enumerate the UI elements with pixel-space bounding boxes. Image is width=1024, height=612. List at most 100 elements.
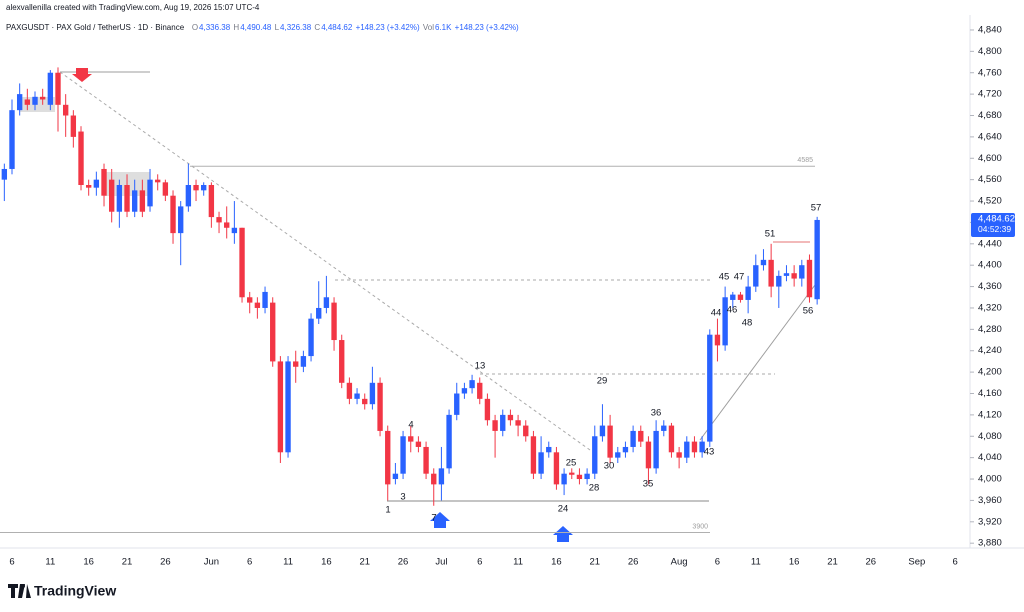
ohlc-key: C	[314, 23, 321, 32]
brand: TradingView	[34, 583, 116, 599]
candle-body	[423, 446, 429, 474]
x-tick-label: 6	[9, 557, 14, 568]
candle-body	[362, 398, 368, 405]
y-tick-label: 4,360	[978, 281, 1002, 292]
y-tick-label: 4,160	[978, 388, 1002, 399]
candle-body	[316, 307, 322, 319]
candle-body	[553, 452, 560, 485]
x-tick-label: 26	[628, 557, 639, 568]
y-tick-label: 4,400	[978, 260, 1002, 271]
candle-body	[760, 259, 767, 266]
down-arrow	[72, 68, 92, 82]
ohlc-value: 4,336.38	[199, 23, 231, 32]
wave-label: 56	[803, 306, 814, 317]
candle-body	[615, 452, 621, 458]
change: +148.23 (+3.42%)	[355, 23, 420, 32]
candle-body	[369, 382, 376, 405]
ohlc-key: O	[191, 23, 199, 32]
y-tick-label: 4,200	[978, 367, 1002, 378]
candle-body	[415, 441, 422, 447]
candle-body	[231, 227, 238, 234]
candle-body	[354, 393, 360, 399]
wave-label: 47	[734, 272, 745, 283]
y-tick-label: 4,520	[978, 196, 1002, 207]
y-tick-label: 4,560	[978, 174, 1002, 185]
candle-body	[208, 185, 215, 218]
y-tick-label: 4,120	[978, 409, 1002, 420]
x-tick-label: 11	[513, 557, 523, 568]
brand-logo	[8, 584, 31, 598]
x-tick-label: 16	[83, 557, 94, 568]
candle-body	[753, 265, 759, 287]
credit: alexvallenilla created with TradingView.…	[6, 3, 260, 12]
wave-label: 57	[811, 203, 822, 214]
wave-label: 35	[643, 479, 654, 490]
candle-body	[408, 436, 414, 442]
y-tick-label: 3,920	[978, 516, 1002, 527]
candle-body	[599, 425, 606, 437]
wave-label: 7	[431, 513, 436, 524]
candle-body	[523, 425, 529, 437]
wave-label: 4	[408, 420, 413, 431]
y-tick-label: 4,080	[978, 431, 1002, 442]
ohlc-key: L	[274, 23, 280, 32]
x-tick-label: 11	[45, 557, 55, 568]
candle-body	[477, 382, 483, 399]
legend: PAXGUSDT · PAX Gold / TetherUS · 1D · Bi…	[6, 23, 520, 32]
candle-body	[124, 185, 130, 212]
candle-body	[400, 436, 406, 474]
x-tick-label: 16	[551, 557, 562, 568]
countdown: 04:52:39	[978, 224, 1011, 234]
candle-body	[101, 168, 107, 196]
candle-body	[446, 414, 452, 469]
candle-body	[607, 425, 613, 458]
y-tick-label: 4,440	[978, 238, 1002, 249]
ohlc-value: 4,326.38	[280, 23, 312, 32]
last-price-tag	[971, 212, 1015, 237]
wave-label: 24	[558, 504, 569, 515]
candle-body	[668, 425, 675, 453]
candle-body	[308, 318, 314, 357]
candle-body	[783, 273, 790, 276]
candle-body	[147, 179, 153, 207]
candle-body	[791, 273, 797, 279]
ohlc-key: H	[233, 23, 240, 32]
x-tick-label: 26	[866, 557, 877, 568]
candle-body	[247, 297, 253, 303]
up-arrow	[430, 512, 450, 528]
candle-body	[300, 356, 307, 367]
candle-body	[39, 96, 46, 100]
ohlc-value: 4,484.62	[321, 23, 353, 32]
wave-label: 1	[385, 505, 390, 516]
y-tick-label: 3,880	[978, 538, 1002, 549]
x-tick-label: 21	[122, 557, 133, 568]
candle-body	[745, 286, 751, 300]
candle-body	[576, 474, 583, 480]
candle-body	[538, 452, 544, 474]
level-label: 4585	[797, 157, 813, 164]
candle-body	[385, 430, 391, 485]
candle-body	[515, 420, 521, 426]
wave-label: 46	[727, 305, 738, 316]
candle-body	[162, 182, 169, 196]
x-tick-label: 6	[953, 557, 958, 568]
drawing-line	[699, 284, 816, 441]
symbol: PAXGUSDT · PAX Gold / TetherUS · 1D · Bi…	[6, 23, 185, 32]
y-tick-label: 4,720	[978, 89, 1002, 100]
candle-body	[730, 294, 736, 300]
y-tick-label: 4,000	[978, 474, 1002, 485]
candle-body	[806, 259, 813, 298]
candle-body	[85, 185, 92, 188]
candle-body	[346, 382, 353, 399]
y-tick-label: 4,600	[978, 153, 1002, 164]
candle-body	[776, 275, 782, 287]
candle-body	[155, 179, 161, 183]
candle-body	[132, 190, 138, 212]
x-tick-label: 6	[247, 557, 252, 568]
candle-body	[799, 265, 805, 279]
candle-body	[645, 441, 652, 469]
volume-change: +148.23 (+3.42%)	[454, 23, 519, 32]
candle-body	[285, 361, 291, 453]
candle-body	[93, 179, 100, 188]
